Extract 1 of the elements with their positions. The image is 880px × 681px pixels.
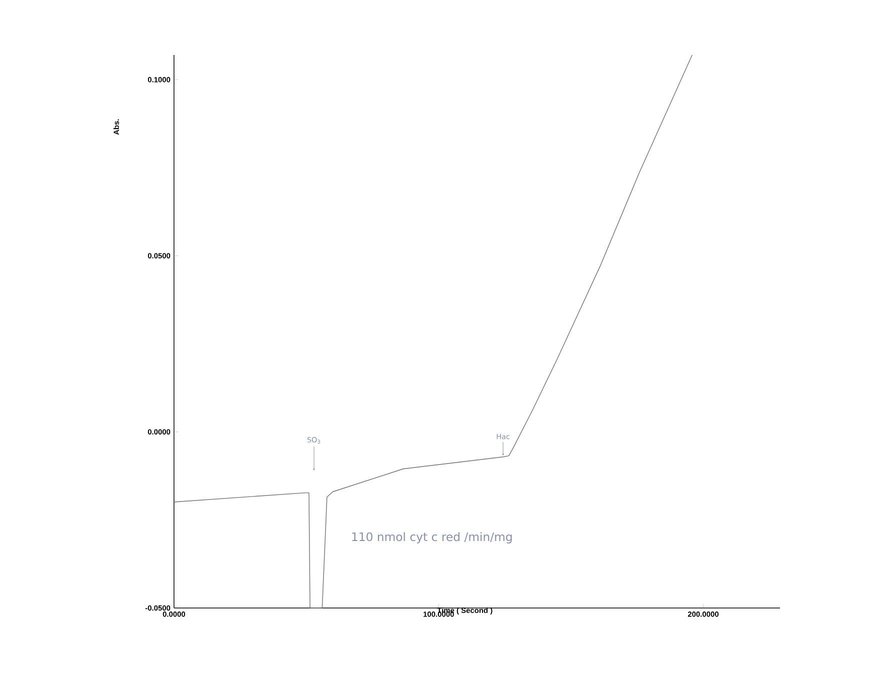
annotation: 110 nmol cyt c red /min/mg	[352, 532, 512, 544]
